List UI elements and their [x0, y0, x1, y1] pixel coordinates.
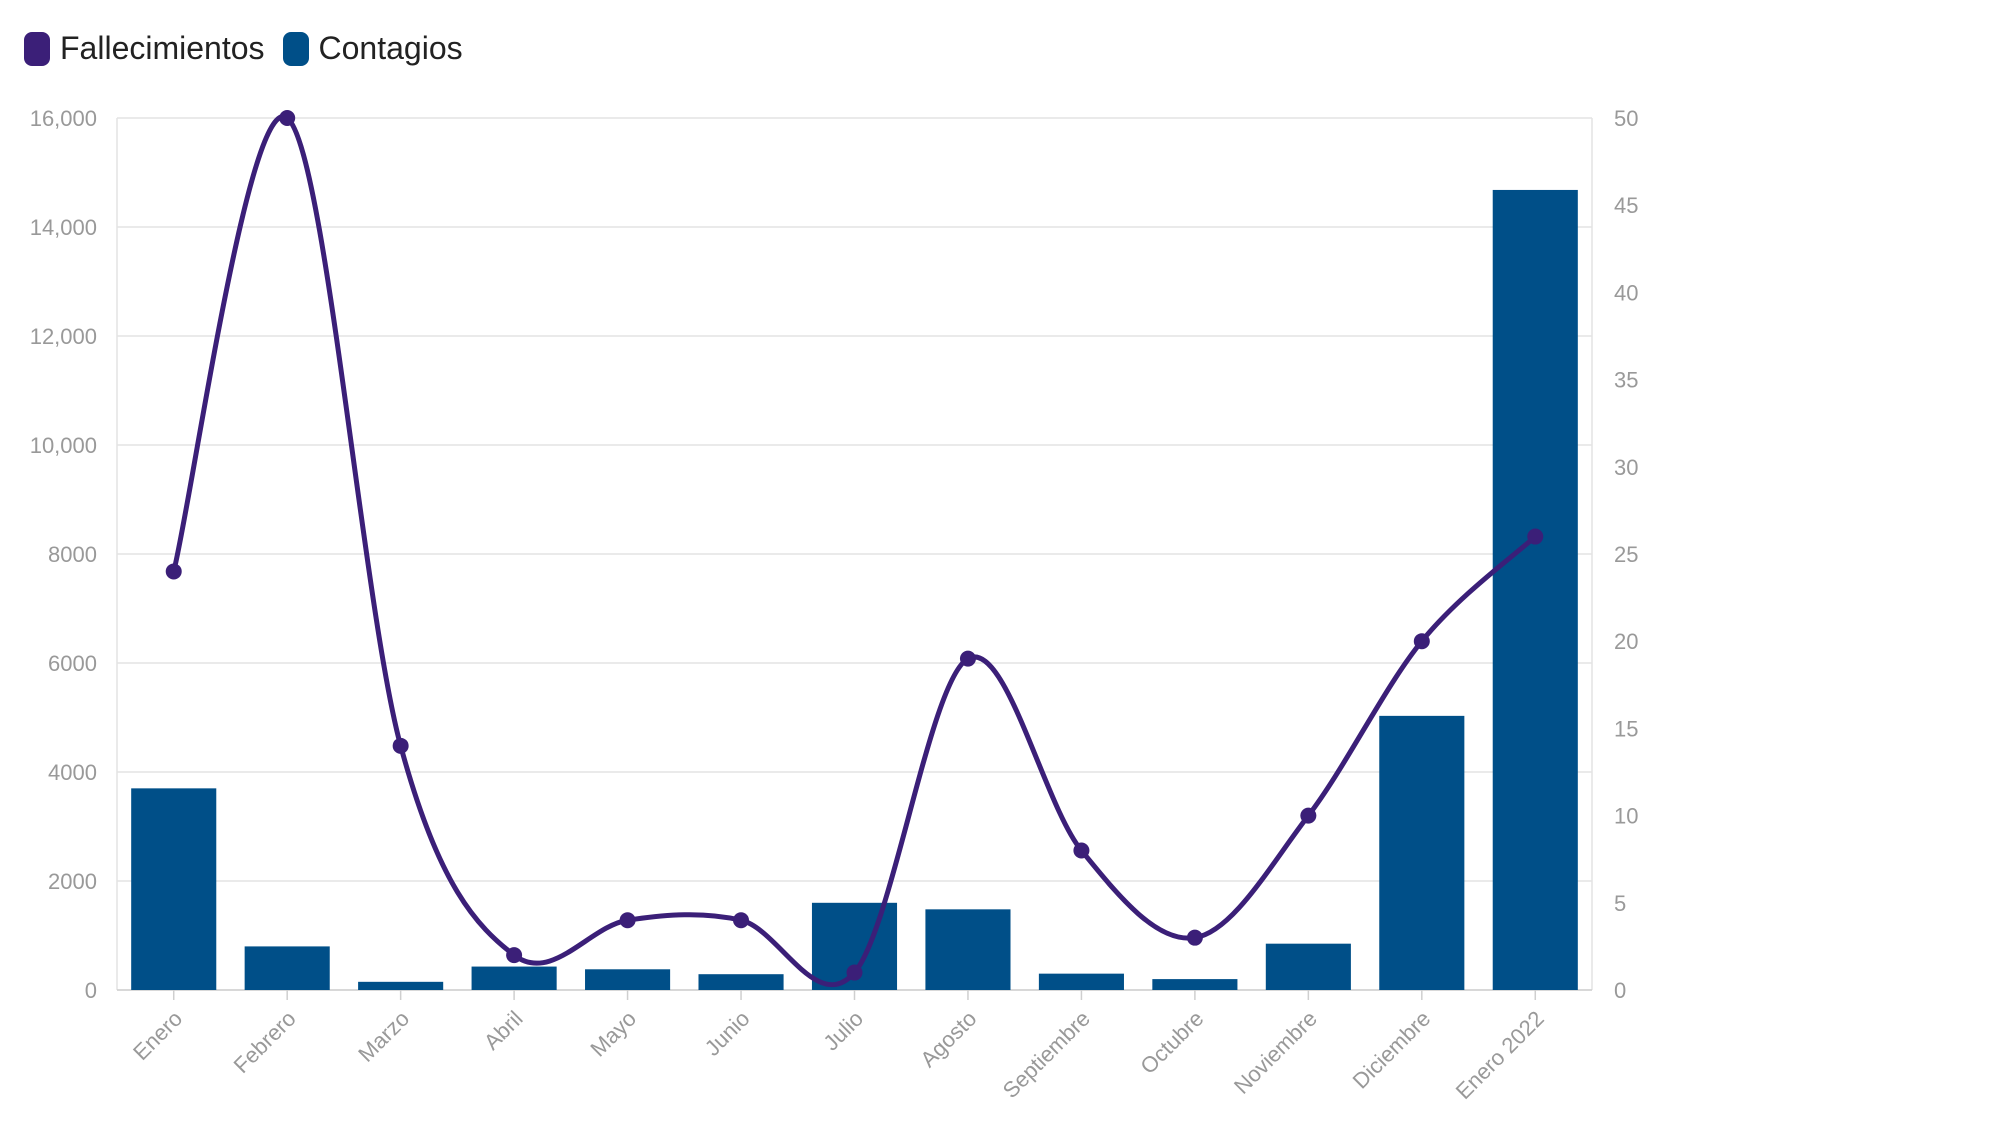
bar-contagios — [358, 981, 444, 990]
bar-contagios — [1152, 979, 1238, 990]
x-axis-tick-label: Junio — [700, 1006, 755, 1061]
bar-contagios — [131, 788, 217, 990]
bar-contagios — [585, 969, 671, 990]
x-axis-tick-label: Abril — [479, 1006, 528, 1055]
bar-contagios — [1379, 715, 1465, 990]
bar-contagios — [1038, 973, 1124, 990]
left-axis-tick-label: 14,000 — [30, 215, 97, 240]
point-fallecimientos — [1073, 842, 1090, 859]
bar-contagios — [471, 966, 557, 990]
left-axis-tick-label: 10,000 — [30, 433, 97, 458]
x-axis-tick-label: Agosto — [915, 1006, 981, 1072]
x-axis-tick-label: Septiembre — [998, 1006, 1095, 1103]
right-axis-tick-label: 20 — [1614, 629, 1638, 654]
bar-contagios — [698, 974, 784, 990]
bar-contagios — [1492, 189, 1578, 990]
left-axis-tick-label: 2000 — [48, 869, 97, 894]
point-fallecimientos — [506, 947, 523, 964]
point-fallecimientos — [959, 650, 976, 667]
x-axis-tick-label: Enero 2022 — [1451, 1006, 1549, 1104]
line-fallecimientos — [171, 114, 1538, 988]
right-axis-tick-label: 10 — [1614, 804, 1638, 829]
right-axis-tick-label: 25 — [1614, 542, 1638, 567]
x-axis-tick-label: Julio — [818, 1006, 868, 1056]
bar-contagios — [244, 946, 330, 990]
left-axis-tick-label: 6000 — [48, 651, 97, 676]
legend-label-deaths: Fallecimientos — [60, 30, 265, 66]
x-axis-tick-label: Enero — [128, 1006, 187, 1065]
right-axis-tick-label: 50 — [1614, 106, 1638, 131]
point-fallecimientos — [846, 964, 863, 981]
chart-legend: Fallecimientos Contagios — [24, 30, 463, 67]
left-axis-tick-label: 12,000 — [30, 324, 97, 349]
x-axis-tick-label: Marzo — [353, 1006, 414, 1067]
left-axis-tick-label: 0 — [85, 978, 97, 1003]
x-axis-tick-label: Octubre — [1135, 1006, 1208, 1079]
x-axis-tick-label: Mayo — [585, 1006, 641, 1062]
point-fallecimientos — [279, 110, 296, 126]
legend-item-deaths[interactable]: Fallecimientos — [24, 30, 265, 67]
point-fallecimientos — [1527, 528, 1544, 545]
right-axis-tick-label: 5 — [1614, 891, 1626, 916]
point-fallecimientos — [1300, 807, 1317, 824]
point-fallecimientos — [619, 912, 636, 929]
right-axis-tick-label: 15 — [1614, 716, 1638, 741]
legend-swatch-cases — [282, 31, 309, 66]
right-axis-tick-label: 0 — [1614, 978, 1626, 1003]
right-axis-tick-label: 45 — [1614, 193, 1638, 218]
point-fallecimientos — [165, 563, 182, 580]
point-fallecimientos — [1186, 929, 1203, 946]
right-axis-tick-label: 30 — [1614, 455, 1638, 480]
x-axis-tick-label: Noviembre — [1229, 1006, 1322, 1099]
bar-contagios — [925, 909, 1011, 990]
point-fallecimientos — [733, 912, 750, 929]
x-axis-tick-label: Febrero — [229, 1006, 301, 1078]
right-axis-tick-label: 40 — [1614, 280, 1638, 305]
left-axis-tick-label: 4000 — [48, 760, 97, 785]
left-axis-tick-label: 16,000 — [30, 106, 97, 131]
x-axis-tick-label: Diciembre — [1348, 1006, 1436, 1094]
bar-contagios — [1265, 943, 1351, 990]
point-fallecimientos — [392, 737, 409, 754]
legend-label-cases: Contagios — [318, 30, 463, 66]
legend-swatch-deaths — [24, 31, 50, 66]
right-axis-tick-label: 35 — [1614, 368, 1638, 393]
legend-item-cases[interactable]: Contagios — [282, 30, 463, 67]
point-fallecimientos — [1413, 633, 1430, 650]
left-axis-tick-label: 8000 — [48, 542, 97, 567]
